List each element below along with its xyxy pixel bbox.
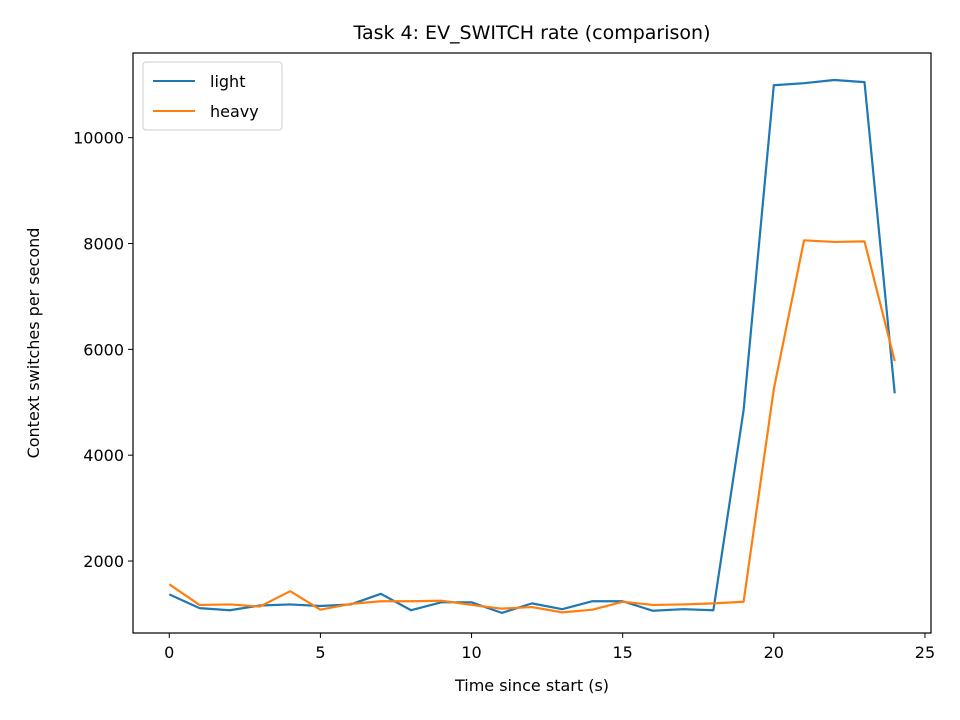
plot-frame	[132, 52, 932, 634]
y-axis-ticks: 2000 4000 6000 8000 10000	[73, 129, 133, 571]
legend-box	[142, 61, 283, 131]
plot-lines	[168, 78, 896, 614]
legend-label-heavy: heavy	[210, 102, 259, 121]
x-tick-label: 20	[764, 643, 784, 662]
y-tick-label: 2000	[83, 552, 124, 571]
y-axis-label: Context switches per second	[24, 228, 43, 459]
series-line-light	[168, 78, 896, 614]
chart-title: Task 4: EV_SWITCH rate (comparison)	[352, 22, 710, 44]
x-axis-ticks: 0 5 10 15 20 25	[164, 633, 935, 662]
x-tick-label: 15	[613, 643, 633, 662]
x-tick-label: 5	[315, 643, 325, 662]
y-tick-label: 8000	[83, 235, 124, 254]
x-tick-label: 25	[915, 643, 935, 662]
y-tick-label: 6000	[83, 340, 124, 359]
x-tick-label: 10	[461, 643, 481, 662]
x-tick-label: 0	[164, 643, 174, 662]
legend: light heavy	[142, 61, 283, 131]
y-tick-label: 10000	[73, 129, 124, 148]
x-axis-label: Time since start (s)	[454, 676, 609, 695]
legend-label-light: light	[210, 72, 245, 91]
series-line-heavy	[168, 239, 896, 614]
y-tick-label: 4000	[83, 446, 124, 465]
